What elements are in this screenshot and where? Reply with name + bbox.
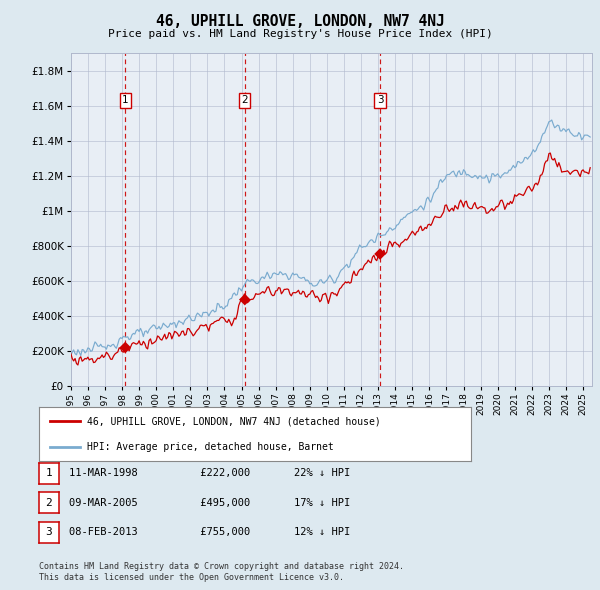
Text: 1: 1 — [122, 96, 128, 106]
Point — [121, 343, 130, 352]
Text: 08-FEB-2013          £755,000       12% ↓ HPI: 08-FEB-2013 £755,000 12% ↓ HPI — [69, 527, 350, 537]
Text: Contains HM Land Registry data © Crown copyright and database right 2024.: Contains HM Land Registry data © Crown c… — [39, 562, 404, 571]
Text: 2: 2 — [46, 498, 52, 507]
Text: This data is licensed under the Open Government Licence v3.0.: This data is licensed under the Open Gov… — [39, 572, 344, 582]
Point — [240, 295, 250, 304]
Text: Price paid vs. HM Land Registry's House Price Index (HPI): Price paid vs. HM Land Registry's House … — [107, 29, 493, 39]
Text: 3: 3 — [46, 527, 52, 537]
Text: 46, UPHILL GROVE, LONDON, NW7 4NJ (detached house): 46, UPHILL GROVE, LONDON, NW7 4NJ (detac… — [86, 417, 380, 427]
Text: 2: 2 — [241, 96, 248, 106]
Text: HPI: Average price, detached house, Barnet: HPI: Average price, detached house, Barn… — [86, 441, 333, 451]
Text: 09-MAR-2005          £495,000       17% ↓ HPI: 09-MAR-2005 £495,000 17% ↓ HPI — [69, 498, 350, 507]
Point — [375, 249, 385, 258]
Text: 1: 1 — [46, 468, 52, 478]
Text: 11-MAR-1998          £222,000       22% ↓ HPI: 11-MAR-1998 £222,000 22% ↓ HPI — [69, 468, 350, 478]
Text: 46, UPHILL GROVE, LONDON, NW7 4NJ: 46, UPHILL GROVE, LONDON, NW7 4NJ — [155, 14, 445, 29]
Text: 3: 3 — [377, 96, 383, 106]
